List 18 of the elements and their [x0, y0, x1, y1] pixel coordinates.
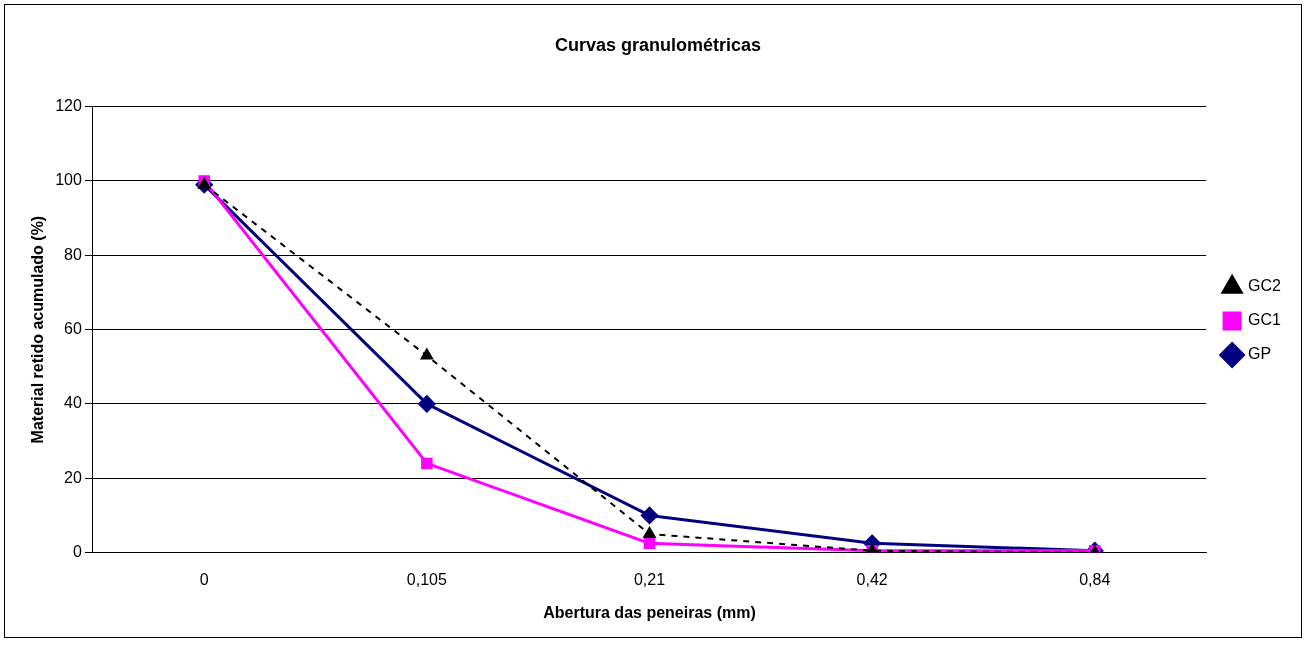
x-tick-label: 0,84	[1079, 570, 1111, 588]
y-tick-label: 80	[64, 245, 82, 263]
x-tick-label: 0,105	[406, 570, 447, 588]
y-axis-title: Material retido acumulado (%)	[29, 215, 47, 444]
y-tick-label: 120	[55, 97, 82, 115]
x-tick-label: 0	[199, 570, 209, 588]
y-tick-label: 0	[72, 543, 82, 561]
x-tick-label: 0,42	[856, 570, 888, 588]
legend-label: GC1	[1248, 311, 1282, 329]
legend-label: GC2	[1248, 277, 1282, 295]
y-tick-label: 100	[55, 171, 82, 189]
y-tick-label: 60	[64, 320, 82, 338]
y-tick-label: 40	[64, 394, 82, 412]
x-tick-label: 0,21	[633, 570, 666, 588]
legend-label: GP	[1248, 345, 1272, 363]
x-axis-title: Abertura das peneiras (mm)	[543, 603, 756, 621]
y-tick-label: 20	[64, 468, 82, 486]
chart-title: Curvas granulométricas	[554, 34, 762, 55]
